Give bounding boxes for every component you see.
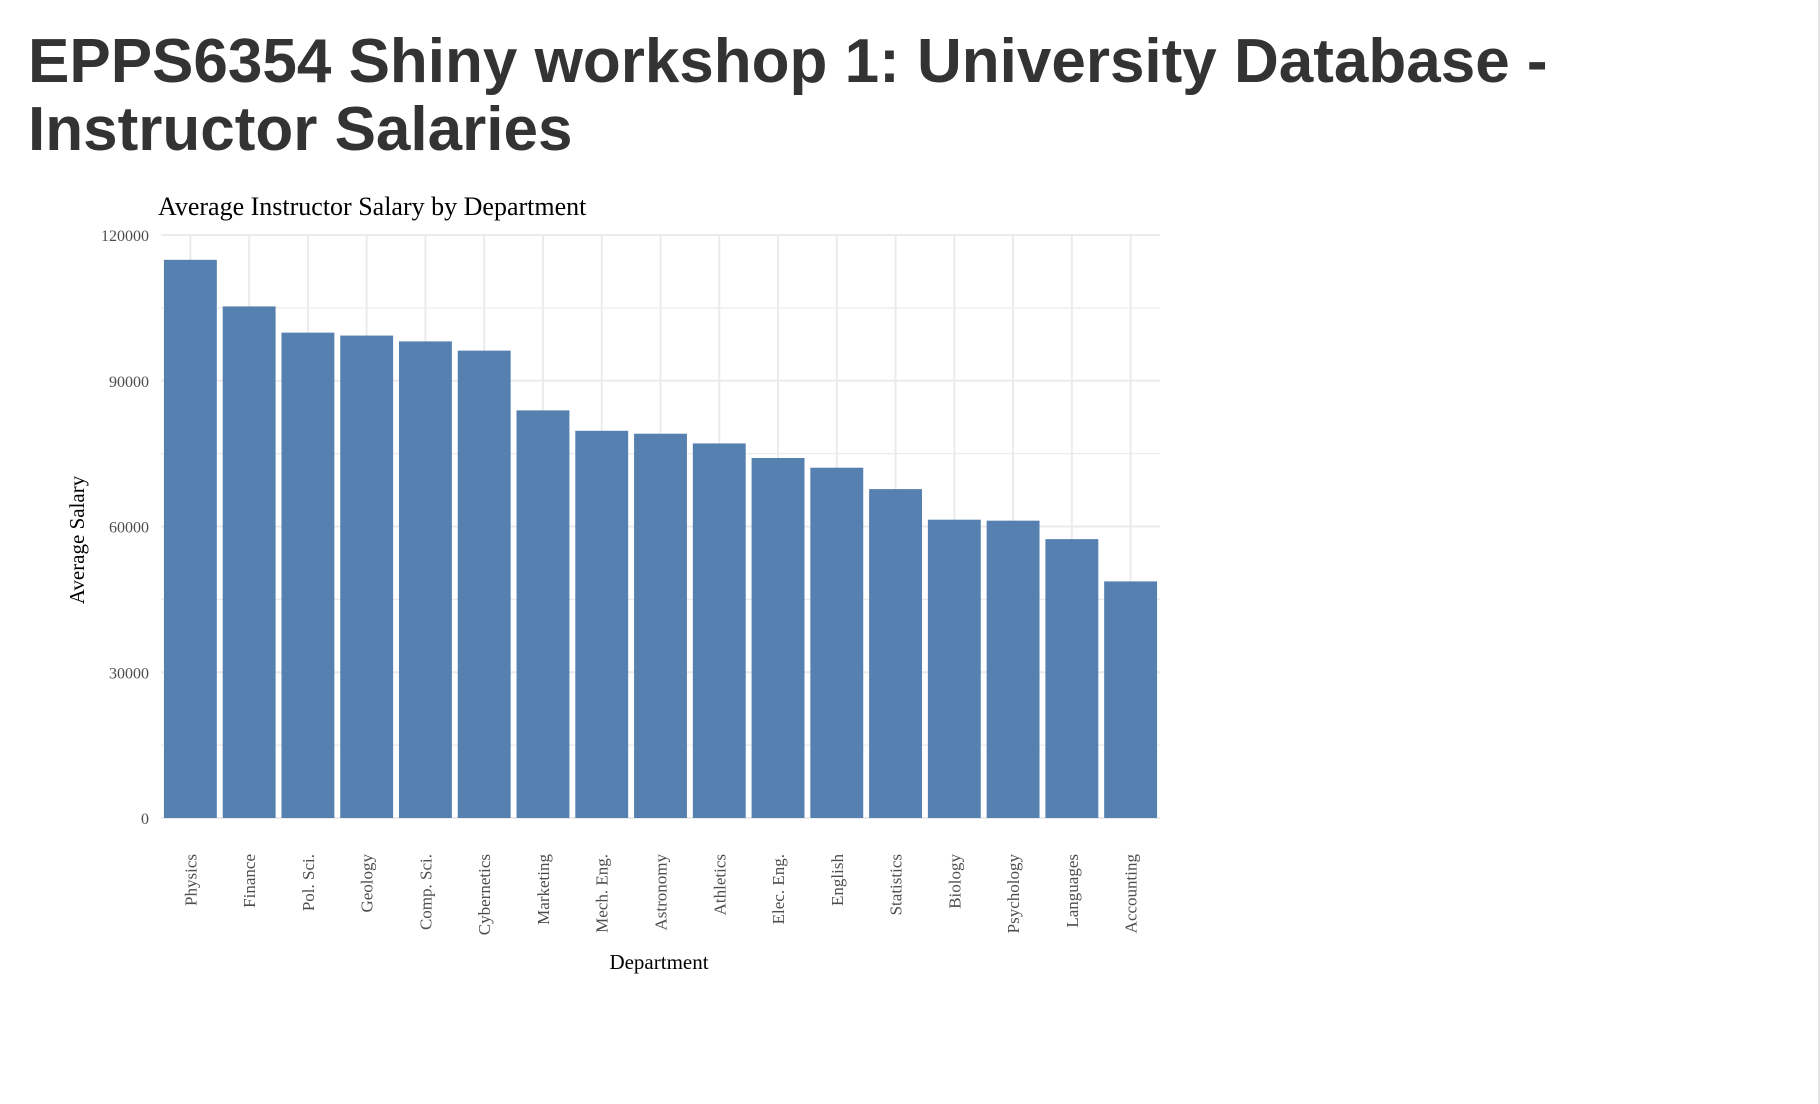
x-tick-label: Marketing [534, 854, 553, 925]
bar-elec-eng [751, 457, 805, 818]
bar-physics [163, 259, 217, 819]
x-axis-title: Department [609, 950, 708, 974]
y-axis-title: Average Salary [65, 475, 89, 604]
x-tick-label: Cybernetics [475, 854, 494, 935]
bar-comp-sci [398, 341, 452, 818]
window-edge [1818, 0, 1820, 1104]
bar-statistics [869, 489, 923, 818]
x-tick-label: Finance [240, 854, 259, 908]
x-tick-label: Pol. Sci. [299, 854, 318, 911]
bar-finance [222, 306, 276, 818]
chart-title: Average Instructor Salary by Department [158, 192, 587, 221]
bar-athletics [692, 443, 746, 818]
x-tick-label: Languages [1063, 854, 1082, 928]
y-tick-label: 0 [141, 811, 149, 828]
x-tick-label: English [828, 854, 847, 906]
bar-english [810, 467, 864, 818]
y-axis-ticks: 0 30000 60000 90000 120000 [101, 228, 149, 828]
bar-accounting [1104, 581, 1158, 818]
x-tick-label: Accounting [1122, 854, 1141, 934]
x-tick-label: Biology [945, 854, 964, 909]
bar-layer [163, 259, 1158, 819]
x-tick-label: Statistics [887, 854, 906, 915]
x-axis-ticks: Physics Finance Pol. Sci. Geology Comp. Sci.… [181, 854, 1140, 936]
y-tick-label: 30000 [109, 665, 149, 682]
bar-psychology [986, 520, 1040, 818]
salary-bar-chart: 0 30000 60000 90000 120000 Physics Finance Pol… [0, 180, 1200, 1000]
x-tick-label: Psychology [1004, 854, 1023, 934]
x-tick-label: Physics [181, 854, 200, 906]
page-title: EPPS6354 Shiny workshop 1: University Da… [28, 27, 1548, 164]
y-tick-label: 60000 [109, 520, 149, 537]
x-tick-label: Elec. Eng. [769, 854, 788, 924]
bar-mech-eng [575, 430, 629, 818]
x-tick-label: Geology [358, 854, 377, 913]
y-tick-label: 120000 [101, 228, 149, 245]
x-tick-label: Athletics [710, 854, 729, 915]
x-tick-label: Astronomy [652, 854, 671, 931]
bar-astronomy [634, 433, 687, 818]
bar-biology [927, 519, 981, 818]
bar-geology [340, 335, 394, 818]
bar-pol-sci [281, 332, 335, 818]
x-tick-label: Comp. Sci. [416, 854, 435, 930]
chart-svg: 0 30000 60000 90000 120000 Physics Finance Pol… [65, 192, 1160, 974]
bar-marketing [516, 410, 570, 818]
bar-languages [1045, 539, 1099, 818]
y-tick-label: 90000 [109, 374, 149, 391]
bar-cybernetics [457, 350, 511, 818]
x-tick-label: Mech. Eng. [593, 854, 612, 933]
